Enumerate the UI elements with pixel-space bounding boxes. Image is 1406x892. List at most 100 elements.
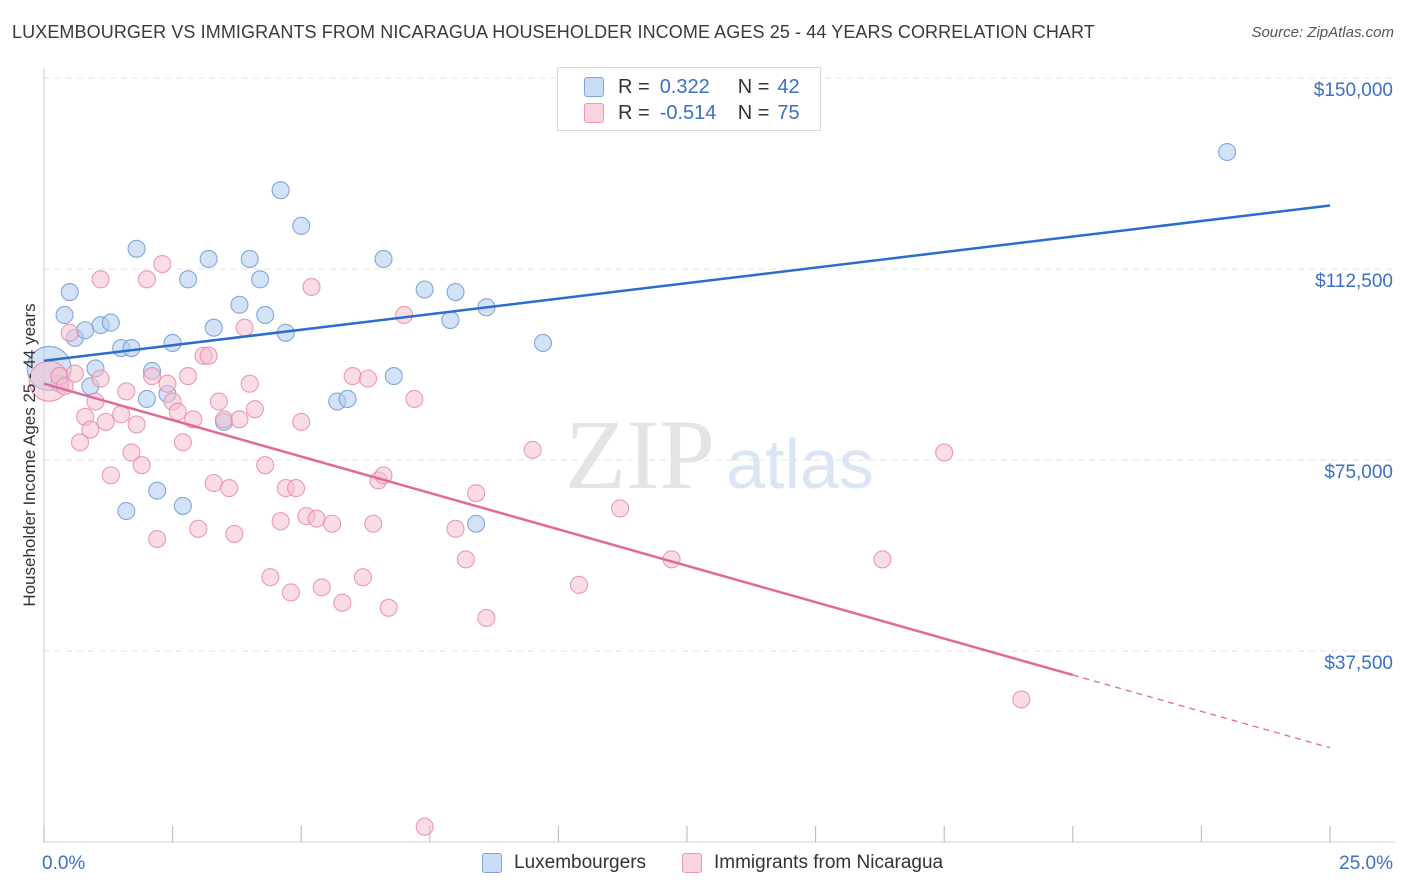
legend-row-nicaragua: R = -0.514 N = 75 [584,101,800,125]
point-nicaragua [395,305,414,325]
y-tick-label: $150,000 [1314,80,1393,101]
point-nicaragua [96,412,115,431]
series-label-nicaragua: Immigrants from Nicaragua [714,852,944,873]
point-nicaragua [333,593,352,612]
point-nicaragua [302,277,321,297]
legend-r-label: R = [618,101,650,124]
point-luxembourgers [446,283,465,302]
watermark-atlas: atlas [726,425,874,503]
series-legend-luxembourgers: Luxembourgers [482,852,646,874]
legend-n-value: 42 [777,75,800,98]
point-nicaragua [353,568,372,587]
point-nicaragua [245,400,264,419]
point-nicaragua [261,568,280,587]
legend-n-label: N = [737,75,770,98]
point-nicaragua [312,578,331,597]
watermark-zip: ZIP [565,399,715,510]
point-nicaragua [70,433,90,452]
y-tick-label: $37,500 [1324,653,1393,674]
point-luxembourgers [173,496,192,515]
point-luxembourgers [256,305,275,325]
point-nicaragua [446,519,465,538]
point-nicaragua [523,440,542,459]
x-tick-label: 0.0% [42,853,85,874]
point-nicaragua [189,519,208,538]
point-nicaragua [467,484,486,503]
point-luxembourgers [137,389,156,409]
point-nicaragua [256,456,275,475]
legend-r-value: -0.514 [659,101,717,124]
point-nicaragua [287,479,306,498]
point-nicaragua [158,374,177,393]
point-luxembourgers [76,321,95,340]
series-swatch-blue [482,853,502,873]
point-luxembourgers [1218,142,1237,162]
point-nicaragua [122,443,141,462]
point-nicaragua [168,402,187,421]
point-nicaragua [307,509,326,528]
point-luxembourgers [374,249,393,269]
point-nicaragua [405,389,424,409]
legend-swatch-pink [584,103,604,123]
point-luxembourgers [117,501,136,521]
point-nicaragua [199,346,218,365]
point-luxembourgers [415,280,434,299]
point-nicaragua [209,392,228,411]
legend-row-luxembourgers: R = 0.322 N = 42 [584,75,800,99]
point-nicaragua [178,367,198,386]
point-nicaragua [569,575,589,594]
point-nicaragua [91,270,110,289]
legend-r-value: 0.322 [659,75,710,98]
point-nicaragua [101,466,120,485]
point-nicaragua [281,583,300,602]
watermark: ZIP atlas [565,399,874,510]
point-luxembourgers [292,216,311,235]
point-nicaragua [173,433,192,452]
point-nicaragua [127,415,146,434]
point-nicaragua [214,410,234,429]
point-luxembourgers [60,283,79,302]
point-luxembourgers [101,313,120,332]
point-luxembourgers [338,389,357,409]
point-nicaragua [204,473,223,493]
series-legend-nicaragua: Immigrants from Nicaragua [682,852,943,874]
trend-line-luxembourgers [43,204,1331,363]
point-luxembourgers [533,333,553,353]
point-nicaragua [415,817,434,836]
point-nicaragua [137,270,156,289]
point-nicaragua [456,550,475,569]
chart-title: LUXEMBOURGER VS IMMIGRANTS FROM NICARAGU… [12,22,1095,42]
axes [43,68,1395,843]
gridlines [44,77,1395,652]
y-tick-label: $112,500 [1315,271,1393,292]
correlation-legend: R = 0.322 N = 42 R = -0.514 N = 75 [557,67,821,131]
point-luxembourgers [441,311,460,330]
point-nicaragua [235,318,254,337]
point-nicaragua [323,514,342,533]
legend-n-value: 75 [777,101,800,124]
point-luxembourgers [384,367,403,386]
trend-lines [43,204,1331,749]
point-nicaragua [117,382,136,401]
point-nicaragua [132,456,151,475]
point-nicaragua [379,598,398,617]
point-nicaragua [477,608,496,627]
x-tick-label: 25.0% [1339,853,1393,874]
trend-line-nicaragua-extrapolated [1072,674,1331,749]
tick-labels: $37,500 $75,000 $112,500 $150,000 0.0% 25.0% [42,80,1393,874]
point-nicaragua [142,367,162,386]
point-nicaragua [343,367,362,386]
point-nicaragua [364,514,383,533]
point-nicaragua [148,529,167,549]
scatter-points [26,79,1237,836]
point-nicaragua [292,412,311,431]
series-legend: Luxembourgers Immigrants from Nicaragua [0,852,1406,876]
point-nicaragua [91,369,110,388]
point-nicaragua [65,364,84,383]
point-nicaragua [230,410,249,429]
legend-r-label: R = [618,75,650,98]
y-axis-label: Householder Income Ages 25 - 44 years [20,303,39,607]
point-luxembourgers [163,333,182,353]
trend-line-nicaragua [43,382,1074,677]
